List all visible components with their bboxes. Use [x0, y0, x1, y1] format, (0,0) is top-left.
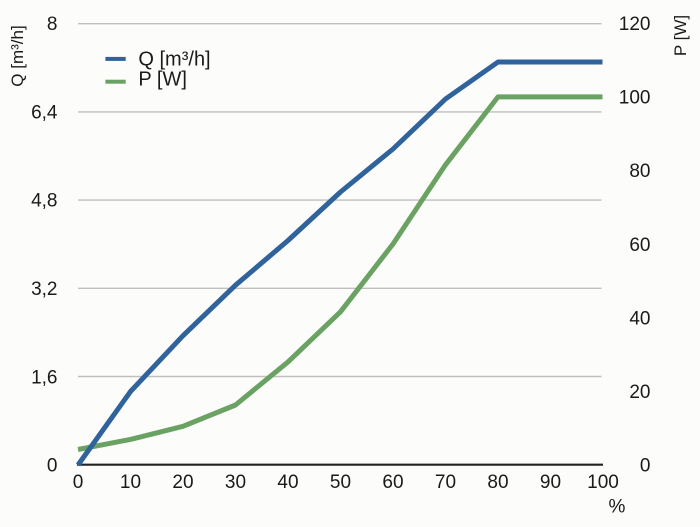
svg-text:%: % — [609, 496, 626, 517]
svg-text:0: 0 — [47, 456, 58, 477]
svg-text:0: 0 — [73, 472, 84, 493]
svg-text:Q [m³/h]: Q [m³/h] — [8, 25, 27, 86]
svg-text:40: 40 — [629, 309, 650, 330]
svg-text:100: 100 — [587, 472, 619, 493]
svg-text:60: 60 — [629, 235, 650, 256]
svg-text:0: 0 — [640, 456, 651, 477]
svg-text:100: 100 — [619, 88, 651, 109]
svg-text:70: 70 — [435, 472, 456, 493]
svg-text:6,4: 6,4 — [31, 102, 58, 123]
svg-text:60: 60 — [382, 472, 403, 493]
svg-text:80: 80 — [629, 161, 650, 182]
svg-text:1,6: 1,6 — [31, 368, 57, 389]
svg-text:120: 120 — [619, 14, 651, 35]
svg-text:P [W]: P [W] — [671, 15, 690, 56]
svg-text:8: 8 — [47, 14, 58, 35]
svg-text:30: 30 — [225, 472, 246, 493]
svg-text:90: 90 — [540, 472, 561, 493]
svg-text:P [W]: P [W] — [138, 69, 187, 91]
svg-text:50: 50 — [330, 472, 351, 493]
svg-text:20: 20 — [629, 382, 650, 403]
svg-text:80: 80 — [487, 472, 508, 493]
svg-text:20: 20 — [172, 472, 193, 493]
svg-text:Q [m³/h]: Q [m³/h] — [138, 49, 210, 71]
svg-text:4,8: 4,8 — [31, 191, 57, 212]
svg-text:3,2: 3,2 — [31, 279, 57, 300]
svg-text:10: 10 — [120, 472, 141, 493]
svg-text:40: 40 — [277, 472, 298, 493]
